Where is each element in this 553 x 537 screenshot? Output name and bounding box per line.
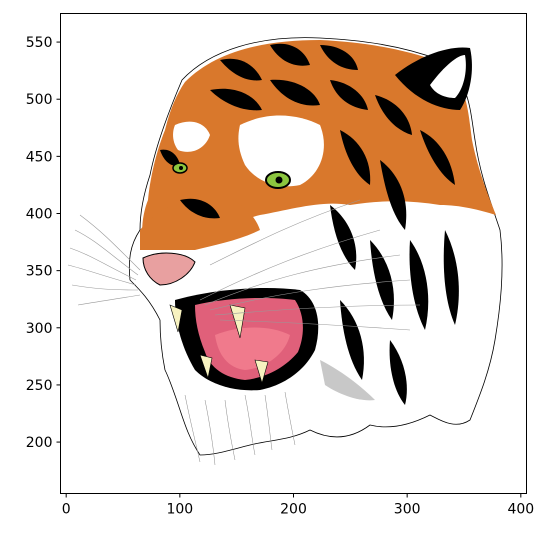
cheek-white-left bbox=[238, 115, 324, 187]
y-tick-label: 300 bbox=[26, 321, 53, 337]
y-tick-label: 450 bbox=[26, 149, 53, 165]
whiskers bbox=[67, 199, 421, 331]
shadow bbox=[320, 360, 375, 401]
y-tick-label: 200 bbox=[26, 435, 53, 451]
fur-orange-muzzle bbox=[140, 195, 260, 250]
tiger-image bbox=[67, 37, 503, 466]
y-tick-label: 250 bbox=[26, 378, 53, 394]
y-tick-label: 550 bbox=[26, 35, 53, 51]
x-tick-label: 300 bbox=[394, 502, 421, 518]
y-tick-label: 400 bbox=[26, 207, 53, 223]
x-tick-label: 200 bbox=[280, 502, 307, 518]
x-tick-label: 100 bbox=[166, 502, 193, 518]
pupil-right bbox=[275, 176, 283, 184]
stripes bbox=[160, 43, 459, 405]
ear-inner bbox=[430, 55, 466, 98]
y-axis: 200 250 300 350 400 450 500 550 bbox=[26, 35, 61, 451]
beard-lines bbox=[184, 391, 296, 466]
x-tick-label: 400 bbox=[507, 502, 534, 518]
brow-white bbox=[173, 121, 210, 152]
x-tick-label: 0 bbox=[62, 502, 71, 518]
nose bbox=[142, 252, 196, 286]
y-tick-label: 350 bbox=[26, 264, 53, 280]
y-tick-label: 500 bbox=[26, 92, 53, 108]
tongue bbox=[215, 327, 290, 370]
x-axis: 0 100 200 300 400 bbox=[62, 493, 534, 518]
pupil-left bbox=[179, 166, 183, 170]
